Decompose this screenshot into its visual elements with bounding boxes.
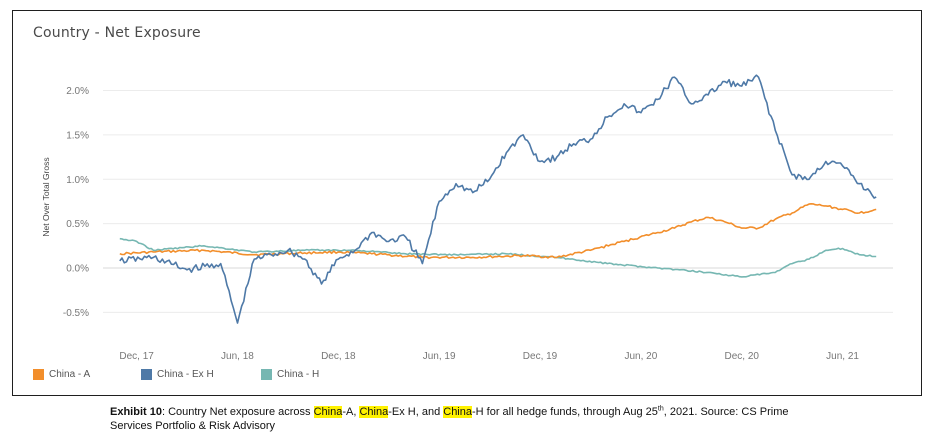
caption-label: Exhibit 10 <box>110 406 162 418</box>
caption-text-4: -H for all hedge funds, through Aug 25 <box>472 406 658 418</box>
y-tick-label: -0.5% <box>63 308 89 319</box>
caption-text-1: : Country Net exposure across <box>161 406 314 418</box>
x-tick-label: Dec, 18 <box>321 351 356 362</box>
legend-label: China - H <box>277 369 320 380</box>
caption-superscript: th <box>657 405 664 413</box>
caption-highlight-3: China <box>443 406 472 418</box>
x-tick-label: Jun, 20 <box>624 351 657 362</box>
legend-item: China - A <box>33 369 90 380</box>
x-tick-label: Jun, 19 <box>423 351 456 362</box>
series-line-0 <box>119 203 877 260</box>
y-tick-label: 0.5% <box>66 219 89 230</box>
series-line-2 <box>119 237 877 278</box>
x-tick-label: Dec, 17 <box>119 351 154 362</box>
legend-label: China - Ex H <box>157 369 214 380</box>
caption-text-3: -Ex H, and <box>388 406 444 418</box>
x-ticks: Dec, 17 Jun, 18 Dec, 18 Jun, 19 Dec, 19 Jun, … <box>119 351 859 362</box>
x-tick-label: Dec, 20 <box>724 351 759 362</box>
legend-swatch <box>261 369 272 380</box>
x-tick-label: Jun, 18 <box>221 351 254 362</box>
chart-title: Country - Net Exposure <box>33 25 201 41</box>
x-tick-label: Jun, 21 <box>826 351 859 362</box>
caption-text-2: -A, <box>342 406 360 418</box>
grid <box>103 90 893 313</box>
x-tick-label: Dec, 19 <box>523 351 558 362</box>
y-tick-label: 2.0% <box>66 86 89 97</box>
caption-highlight-2: China <box>359 406 389 418</box>
legend-item: China - H <box>261 369 319 380</box>
chart-frame: Country - Net Exposure -0.5% 0.0% 0.5% 1.0%… <box>12 10 922 396</box>
y-axis-label: Net Over Total Gross <box>41 157 51 236</box>
y-tick-label: 1.5% <box>66 130 89 141</box>
caption-text-5: , 2021. Source: CS Prime Services Portfo… <box>110 406 789 432</box>
legend-swatch <box>33 369 44 380</box>
plot-area: -0.5% 0.0% 0.5% 1.0% 1.5% 2.0% Dec, 17 Jun, 18… <box>41 74 893 362</box>
caption-highlight-1: China <box>313 406 343 418</box>
figure-caption: Exhibit 10: Country Net exposure across … <box>110 405 830 433</box>
series-lines <box>119 74 877 324</box>
y-tick-label: 0.0% <box>66 264 89 275</box>
legend-swatch <box>141 369 152 380</box>
legend-item: China - Ex H <box>141 369 214 380</box>
y-tick-label: 1.0% <box>66 175 89 186</box>
legend-label: China - A <box>49 369 91 380</box>
series-line-1 <box>119 74 877 324</box>
y-ticks: -0.5% 0.0% 0.5% 1.0% 1.5% 2.0% <box>63 86 89 319</box>
